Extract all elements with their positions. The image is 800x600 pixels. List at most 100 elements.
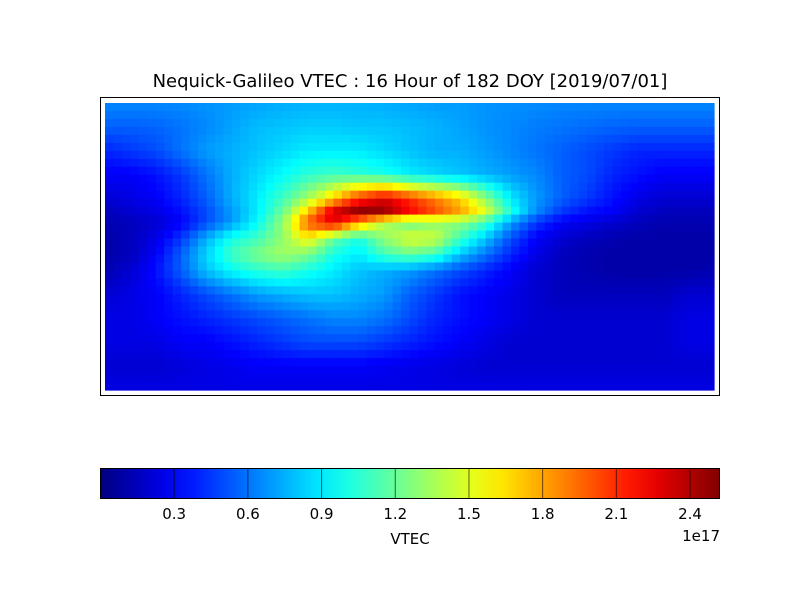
heatmap-cell [308,350,318,359]
heatmap-cell [282,262,292,272]
heatmap-cell [375,190,385,200]
heatmap-cell [248,302,258,311]
heatmap-cell [121,166,131,176]
heatmap-cell [214,270,225,279]
heatmap-cell [443,206,453,216]
heatmap-cell [299,278,309,287]
heatmap-cell [544,150,554,160]
heatmap-cell [291,134,301,144]
heatmap-cell [663,103,673,112]
heatmap-cell [265,238,275,248]
heatmap-cell [299,190,309,200]
heatmap-cell [604,190,614,200]
heatmap-cell [401,118,411,128]
heatmap-cell [417,318,428,327]
heatmap-cell [138,326,148,335]
heatmap-cell [629,142,639,152]
heatmap-cell [392,110,402,120]
heatmap-cell [553,198,563,208]
heatmap-cell [375,126,385,136]
heatmap-cell [519,366,529,375]
heatmap-cell [392,374,402,383]
heatmap-cell [485,110,495,120]
heatmap-cell [138,246,148,256]
heatmap-cell [265,262,275,272]
heatmap-cell [654,366,664,375]
heatmap-cell [527,302,537,311]
heatmap-cell [663,142,673,152]
heatmap-cell [350,126,360,136]
heatmap-cell [138,278,148,287]
heatmap-cell [308,238,318,248]
heatmap-cell [671,238,681,248]
heatmap-cell [451,206,461,216]
heatmap-cell [511,326,521,335]
heatmap-cell [477,150,487,160]
heatmap-cell [587,326,597,335]
heatmap-cell [519,142,529,152]
heatmap-cell [147,182,157,192]
heatmap-cell [620,118,631,128]
heatmap-cell [375,302,385,311]
heatmap-cell [375,342,385,351]
heatmap-cell [519,294,529,303]
heatmap-cell [121,310,131,319]
heatmap-cell [511,294,521,303]
heatmap-cell [654,190,664,200]
heatmap-cell [113,198,123,208]
heatmap-cell [291,158,301,168]
heatmap-cell [172,270,182,279]
heatmap-cell [680,358,690,367]
heatmap-cell [629,262,639,272]
heatmap-cell [629,374,639,383]
heatmap-cell [663,286,673,295]
heatmap-cell [654,326,664,335]
heatmap-cell [257,166,267,176]
heatmap-cell [553,110,563,120]
heatmap-cell [392,182,402,192]
heatmap-cell [172,158,182,168]
heatmap-cell [384,358,394,367]
heatmap-cell [138,174,148,184]
heatmap-cell [121,142,131,152]
heatmap-cell [460,350,470,359]
heatmap-cell [595,326,605,335]
heatmap-cell [189,326,199,335]
heatmap-cell [460,278,470,287]
heatmap-cell [147,103,157,112]
heatmap-cell [316,110,326,120]
heatmap-cell [426,246,436,256]
heatmap-cell [401,358,411,367]
heatmap-cell [189,278,199,287]
heatmap-cell [578,142,588,152]
heatmap-cell [214,214,225,224]
heatmap-cell [401,246,411,256]
heatmap-cell [164,222,174,232]
heatmap-cell [663,342,673,351]
heatmap-cell [637,126,647,136]
heatmap-cell [604,326,614,335]
heatmap-cell [189,182,199,192]
heatmap-cell [587,358,597,367]
heatmap-cell [494,150,504,160]
heatmap-cell [341,270,351,279]
heatmap-cell [308,342,318,351]
heatmap-cell [561,366,571,375]
heatmap-cell [409,222,419,232]
heatmap-cell [426,342,436,351]
heatmap-cell [401,278,411,287]
heatmap-cell [553,174,563,184]
heatmap-cell [291,150,301,160]
heatmap-cell [511,318,521,327]
heatmap-cell [223,214,233,224]
heatmap-cell [417,150,428,160]
heatmap-cell [561,294,571,303]
heatmap-cell [181,278,191,287]
heatmap-cell [578,294,588,303]
heatmap-cell [291,270,301,279]
heatmap-cell [519,222,529,232]
heatmap-cell [231,310,241,319]
heatmap-cell [291,326,301,335]
heatmap-cell [637,374,647,383]
